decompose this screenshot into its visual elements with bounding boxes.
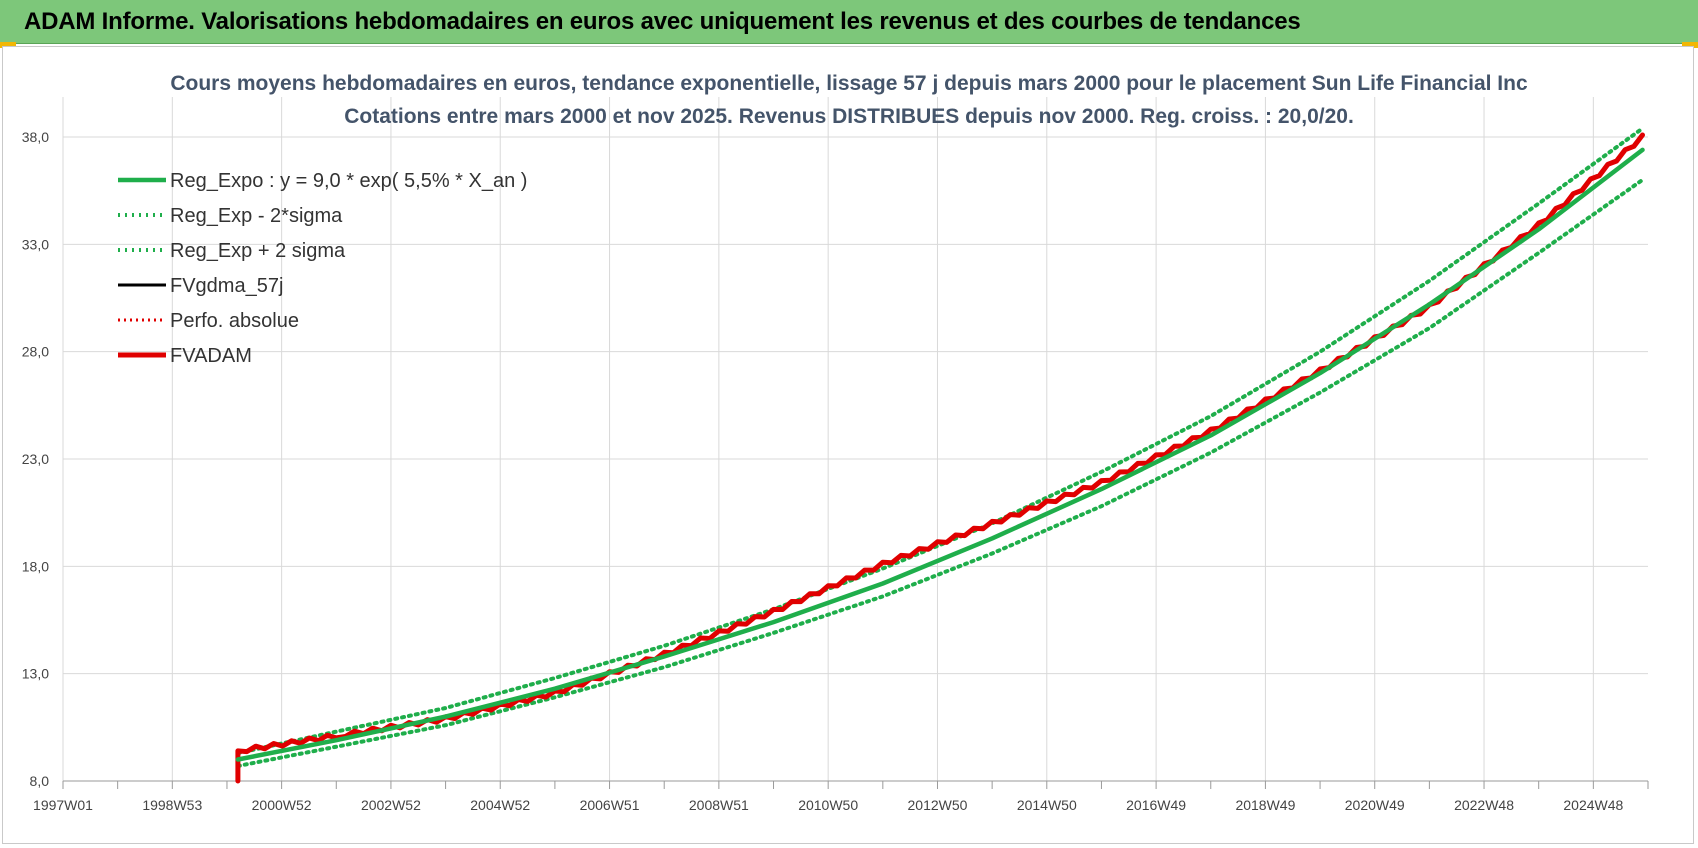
- x-tick-label: 2020W49: [1345, 797, 1405, 813]
- legend-label: Perfo. absolue: [170, 310, 299, 332]
- y-tick-label: 23,0: [22, 451, 49, 467]
- corner-marker-left: [0, 42, 16, 48]
- y-tick-label: 18,0: [22, 558, 49, 574]
- y-tick-label: 38,0: [22, 129, 49, 145]
- series-line-5: [235, 132, 1645, 784]
- legend-label: Reg_Expo : y = 9,0 * exp( 5,5% * X_an ): [170, 170, 527, 192]
- y-tick-label: 33,0: [22, 236, 49, 252]
- legend-label: Reg_Exp + 2 sigma: [170, 240, 346, 262]
- x-tick-label: 2018W49: [1235, 797, 1295, 813]
- report-banner: ADAM Informe. Valorisations hebdomadaire…: [0, 0, 1698, 44]
- series-line-0: [235, 147, 1645, 762]
- x-tick-label: 2002W52: [361, 797, 421, 813]
- y-axis: 8,0 13,0 18,0 23,0 28,0 33,0 38,0: [22, 97, 64, 789]
- x-tick-label: 2014W50: [1017, 797, 1077, 813]
- grid: [62, 97, 1648, 782]
- corner-marker-right: [1682, 42, 1698, 48]
- chart-frame: [2, 46, 1694, 844]
- y-tick-label: 8,0: [30, 773, 50, 789]
- y-tick-label: 28,0: [22, 344, 49, 360]
- x-tick-label: 2012W50: [908, 797, 968, 813]
- x-tick-label: 2008W51: [689, 797, 749, 813]
- x-tick-label: 1997W01: [33, 797, 93, 813]
- series-line-2: [235, 126, 1645, 756]
- legend-label: FVADAM: [170, 345, 252, 367]
- x-tick-label: 2022W48: [1454, 797, 1514, 813]
- legend-label: Reg_Exp - 2*sigma: [170, 205, 343, 227]
- legend: Reg_Expo : y = 9,0 * exp( 5,5% * X_an ) R…: [118, 170, 527, 367]
- legend-label: FVgdma_57j: [170, 275, 283, 297]
- x-tick-label: 2024W48: [1563, 797, 1623, 813]
- report-title: ADAM Informe. Valorisations hebdomadaire…: [24, 8, 1301, 35]
- x-tick-label: 2000W52: [252, 797, 312, 813]
- series-line-1: [235, 177, 1645, 768]
- x-tick-label: 2004W52: [470, 797, 530, 813]
- x-axis: 1997W01 1998W53 2000W52 2002W52 2004W52 2006W…: [33, 780, 1649, 813]
- chart-subtitle: Cotations entre mars 2000 et nov 2025. R…: [344, 105, 1354, 128]
- series-group: [235, 126, 1645, 784]
- x-tick-label: 2016W49: [1126, 797, 1186, 813]
- x-tick-label: 2010W50: [798, 797, 858, 813]
- x-tick-label: 2006W51: [580, 797, 640, 813]
- chart-title: Cours moyens hebdomadaires en euros, ten…: [170, 72, 1528, 95]
- y-tick-label: 13,0: [22, 666, 49, 682]
- series-line-4: [236, 133, 1644, 754]
- x-tick-label: 1998W53: [142, 797, 202, 813]
- series-line-3: [236, 133, 1644, 754]
